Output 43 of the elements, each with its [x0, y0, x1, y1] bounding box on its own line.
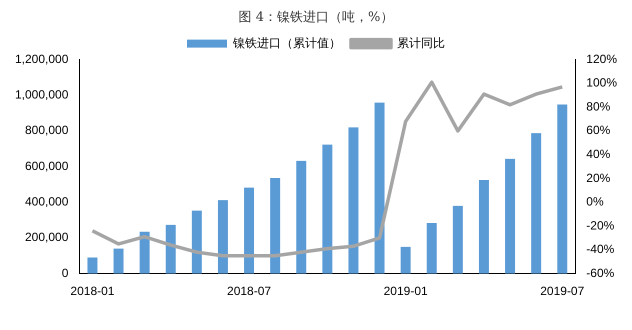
y2-tick-label: 120%	[586, 52, 618, 66]
bar	[322, 144, 332, 274]
bar	[244, 188, 254, 274]
bar	[166, 224, 176, 274]
bar	[505, 158, 516, 274]
bar	[348, 127, 358, 274]
y-tick-label: 400,000	[24, 194, 69, 209]
bar	[218, 200, 228, 274]
bar	[87, 258, 98, 274]
y-tick-label: 1,200,000	[14, 52, 69, 66]
chart-title: 图 4：镍铁进口（吨，%）	[238, 10, 394, 26]
y2-tick-label: 100%	[586, 76, 618, 90]
y2-tick-label: 40%	[586, 147, 611, 162]
bar	[114, 248, 124, 274]
y-tick-label: 0	[62, 266, 69, 280]
x-tick-label: 2019-07	[540, 284, 585, 298]
y2-tick-label: -20%	[586, 218, 615, 232]
y2-tick-label: -60%	[586, 266, 615, 280]
bar	[374, 102, 385, 274]
y-tick-label: 200,000	[24, 230, 69, 244]
y2-tick-label: 60%	[586, 123, 611, 138]
y2-tick-label: 80%	[586, 99, 611, 114]
bar	[296, 160, 306, 274]
legend-label: 镍铁进口（累计值）	[232, 36, 341, 50]
bar	[531, 133, 542, 274]
bar	[400, 246, 411, 274]
x-tick-label: 2018-01	[70, 284, 115, 298]
bar	[452, 206, 463, 274]
legend-label: 累计同比	[397, 36, 445, 50]
x-tick-label: 2018-07	[227, 284, 272, 298]
y-tick-label: 1,000,000	[14, 88, 69, 102]
bar	[557, 104, 568, 274]
bar	[426, 222, 437, 274]
y2-tick-label: 20%	[586, 170, 611, 185]
bar	[478, 180, 489, 274]
y-tick-label: 800,000	[24, 123, 69, 138]
y-tick-label: 600,000	[24, 158, 69, 173]
y2-tick-label: 0%	[586, 194, 604, 209]
y2-tick-label: -40%	[586, 242, 615, 256]
bar	[192, 210, 202, 274]
bar	[270, 178, 280, 274]
bar	[140, 232, 150, 274]
x-tick-label: 2019-01	[384, 284, 428, 298]
